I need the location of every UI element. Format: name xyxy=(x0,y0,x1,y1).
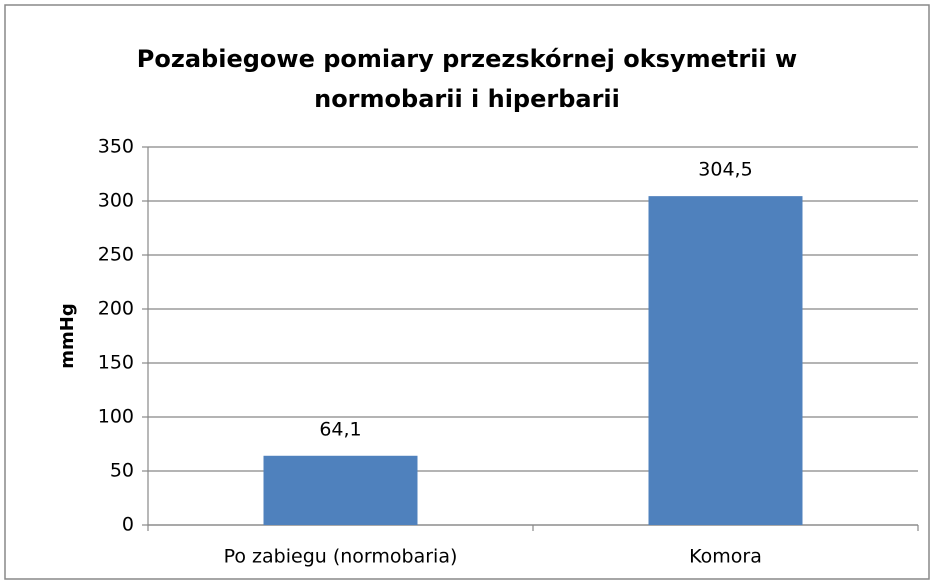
chart-title: Pozabiegowe pomiary przezskórnej oksymet… xyxy=(137,45,797,73)
y-tick-label: 50 xyxy=(110,460,134,482)
y-axis-label: mmHg xyxy=(57,303,78,368)
chart-title: normobarii i hiperbarii xyxy=(314,85,620,113)
y-tick-label: 100 xyxy=(98,406,134,428)
x-tick-label: Po zabiegu (normobaria) xyxy=(224,546,458,568)
bar xyxy=(648,196,803,525)
y-tick-label: 200 xyxy=(98,298,134,320)
bar xyxy=(263,455,418,525)
data-label: 304,5 xyxy=(698,159,752,181)
data-label: 64,1 xyxy=(319,418,361,440)
y-tick-label: 150 xyxy=(98,352,134,374)
x-tick-label: Komora xyxy=(689,546,762,568)
y-tick-label: 350 xyxy=(98,136,134,158)
y-tick-label: 300 xyxy=(98,190,134,212)
y-tick-label: 0 xyxy=(122,514,134,536)
y-tick-label: 250 xyxy=(98,244,134,266)
